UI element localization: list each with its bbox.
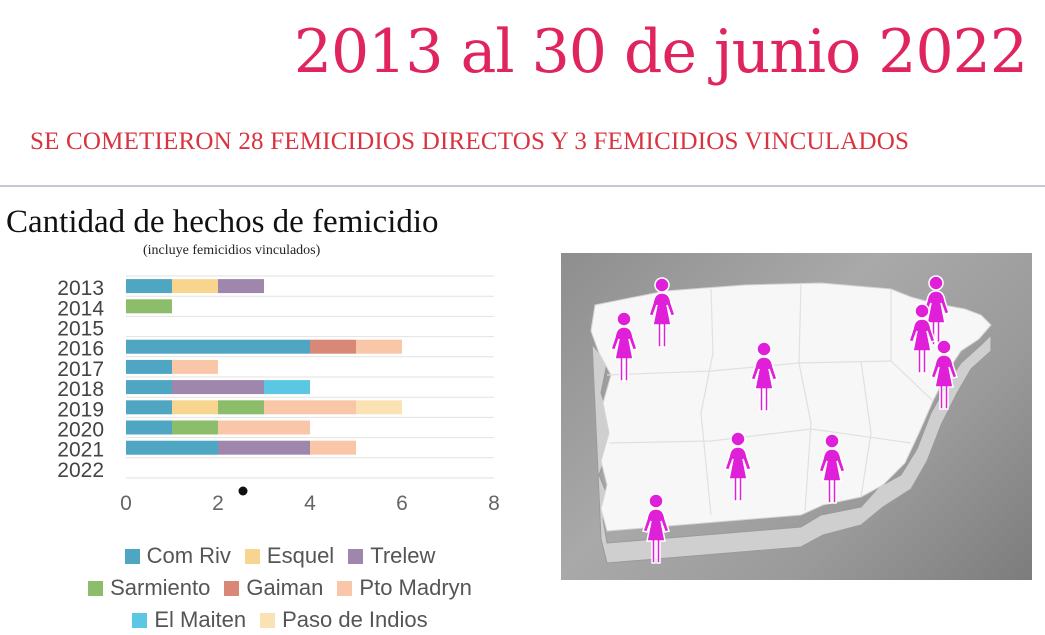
legend-swatch [132,612,148,628]
bar-pto-madryn-2020 [218,420,310,435]
y-tick-label: 2013 [57,277,104,300]
x-tick-label: 2 [212,492,224,515]
legend-item[interactable]: Esquel [244,543,335,569]
bar-gaiman-2016 [310,339,356,354]
bar-esquel-2013 [172,279,218,294]
bar-trelew-2013 [218,279,264,294]
x-tick-label: 6 [396,492,408,515]
bar-paso-de-indios-2019 [356,400,402,415]
y-tick-label: 2022 [57,459,104,482]
legend-label: Paso de Indios [282,607,428,632]
bar-pto-madryn-2021 [310,440,356,455]
woman-figure-icon [922,275,950,346]
bar-sarmiento-2014 [126,299,172,314]
bar-el-maiten-2018 [264,380,310,395]
legend-label: El Maiten [154,607,247,632]
legend-swatch [260,612,276,628]
y-tick-label: 2014 [57,297,104,320]
legend-swatch [244,548,260,564]
woman-figure-icon [648,277,676,348]
bar-com-riv-2016 [126,339,310,354]
bar-pto-madryn-2017 [172,359,218,374]
chart-subtitle: (incluye femicidios vinculados) [143,243,321,258]
legend-swatch [124,548,140,564]
page-subheadline: SE COMETIERON 28 FEMICIDIOS DIRECTOS Y 3… [30,128,910,155]
bar-pto-madryn-2016 [356,339,402,354]
bar-com-riv-2019 [126,400,172,415]
y-tick-label: 2015 [57,318,104,341]
woman-figure-icon [908,303,936,374]
province-map [590,282,992,564]
x-tick-label: 4 [304,492,316,515]
bar-sarmiento-2019 [218,400,264,415]
chart-title: Cantidad de hechos de femicidio [6,204,439,240]
woman-figure-icon [642,493,670,564]
legend-row: El Maiten Paso de Indios [0,604,560,635]
y-tick-label: 2020 [57,419,104,442]
section-divider [0,185,1045,187]
y-tick-label: 2019 [57,398,104,421]
legend-item[interactable]: Paso de Indios [260,607,428,633]
page-headline: 2013 al 30 de junio 2022 [293,17,1028,87]
legend-row: Com Riv Esquel Trelew [0,540,560,572]
chart-legend: Com Riv Esquel Trelew Sarmiento Gaiman Pto Ma… [0,540,560,635]
x-tick-label: 8 [488,492,500,515]
legend-item[interactable]: Com Riv [124,543,231,569]
woman-figure-icon [724,431,752,502]
y-tick-label: 2017 [57,358,104,381]
legend-row: Sarmiento Gaiman Pto Madryn [0,572,560,604]
legend-item[interactable]: Pto Madryn [337,575,472,601]
y-tick-label: 2018 [57,378,104,401]
bar-com-riv-2021 [126,440,218,455]
map-image [561,253,1032,580]
bar-com-riv-2020 [126,420,172,435]
axis-dot [238,486,248,496]
y-tick-label: 2021 [57,439,104,462]
legend-item[interactable]: El Maiten [132,607,246,633]
woman-figure-icon [818,433,846,504]
woman-figure-icon [610,311,638,382]
legend-label: Gaiman [246,575,324,600]
bar-com-riv-2013 [126,279,172,294]
stacked-bar-chart: 2013201420152016201720182019202020212022… [57,275,500,515]
legend-label: Pto Madryn [359,575,472,600]
legend-item[interactable]: Trelew [348,543,435,569]
bar-trelew-2018 [172,380,264,395]
bar-com-riv-2018 [126,380,172,395]
legend-swatch [224,580,240,596]
woman-figure-icon [750,341,778,412]
woman-figure-icon [930,339,958,410]
legend-item[interactable]: Sarmiento [88,575,210,601]
bar-com-riv-2017 [126,359,172,374]
legend-item[interactable]: Gaiman [224,575,323,601]
bar-esquel-2019 [172,400,218,415]
legend-label: Trelew [370,543,436,568]
legend-label: Sarmiento [110,575,211,600]
legend-swatch [88,580,104,596]
legend-label: Esquel [266,543,335,568]
bar-trelew-2021 [218,440,310,455]
bar-sarmiento-2020 [172,420,218,435]
bar-pto-madryn-2019 [264,400,356,415]
legend-label: Com Riv [146,543,231,568]
legend-swatch [337,580,353,596]
legend-swatch [348,548,364,564]
y-tick-label: 2016 [57,338,104,361]
x-tick-label: 0 [120,492,132,515]
